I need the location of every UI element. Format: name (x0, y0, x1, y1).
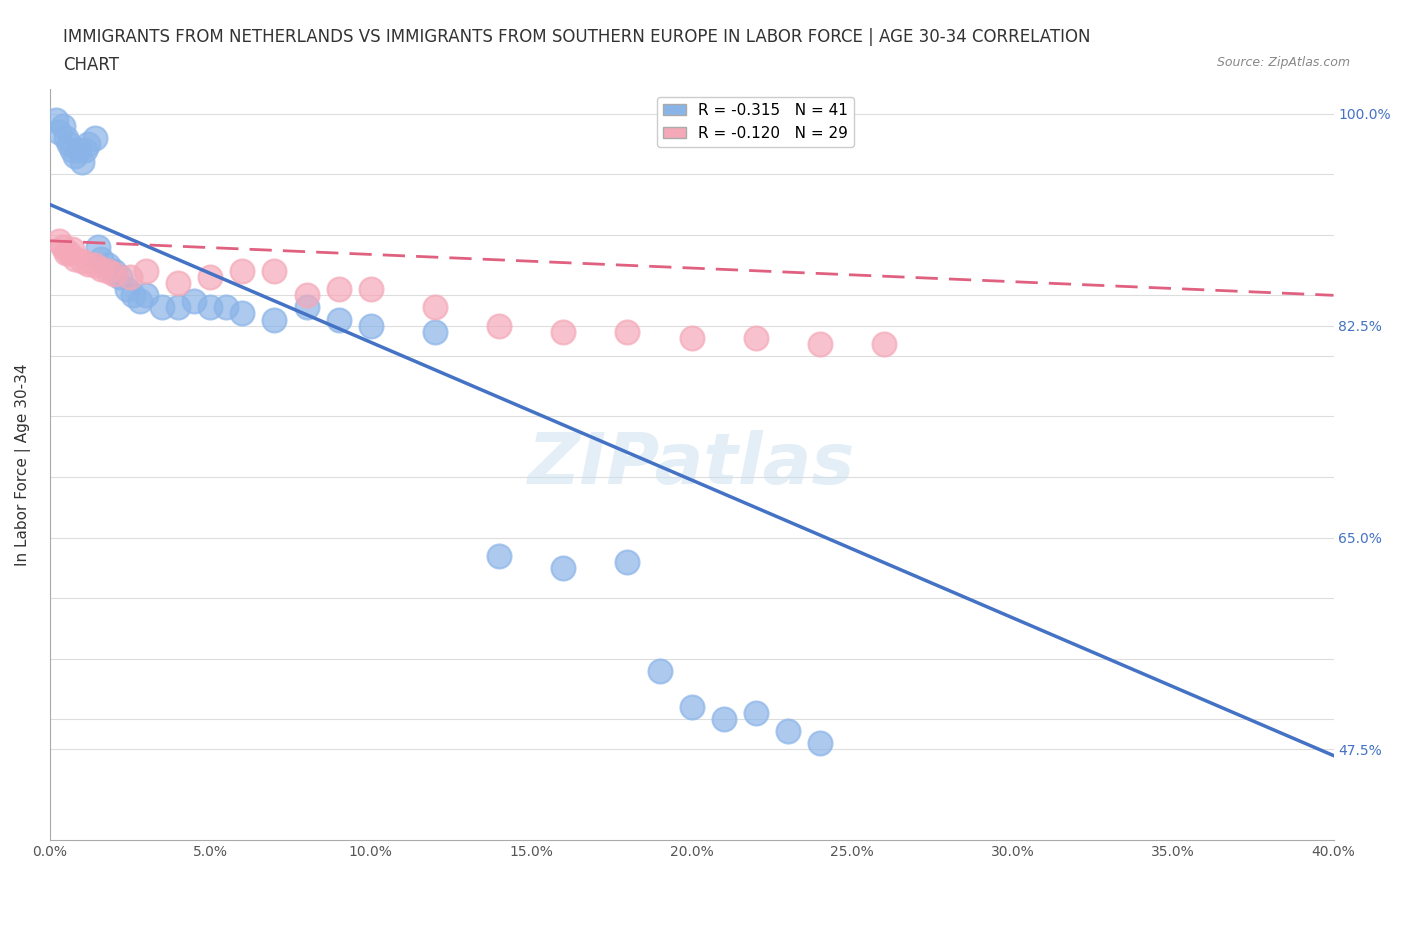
Immigrants from Southern Europe (52, 239, 75, 254)
Immigrants from Southern Europe (48, 233, 70, 248)
Immigrants from Netherlands (83, 130, 105, 145)
Immigrants from Southern Europe (55, 246, 77, 260)
Text: CHART: CHART (63, 56, 120, 73)
Immigrants from Southern Europe (135, 263, 157, 278)
Immigrants from Southern Europe (681, 330, 703, 345)
Immigrants from Netherlands (713, 711, 735, 726)
Immigrants from Southern Europe (70, 254, 93, 269)
Immigrants from Netherlands (808, 736, 831, 751)
Immigrants from Netherlands (90, 251, 112, 266)
Immigrants from Southern Europe (167, 276, 190, 291)
Immigrants from Netherlands (70, 154, 93, 169)
Immigrants from Netherlands (48, 125, 70, 140)
Text: ZIPatlas: ZIPatlas (527, 431, 855, 499)
Immigrants from Netherlands (681, 699, 703, 714)
Immigrants from Southern Europe (360, 282, 382, 297)
Immigrants from Southern Europe (65, 251, 87, 266)
Immigrants from Netherlands (360, 318, 382, 333)
Y-axis label: In Labor Force | Age 30-34: In Labor Force | Age 30-34 (15, 364, 31, 566)
Immigrants from Southern Europe (200, 270, 222, 285)
Immigrants from Netherlands (122, 288, 145, 303)
Immigrants from Netherlands (55, 130, 77, 145)
Immigrants from Netherlands (73, 142, 96, 157)
Immigrants from Southern Europe (96, 263, 118, 278)
Immigrants from Southern Europe (103, 266, 125, 281)
Immigrants from Southern Europe (423, 300, 446, 315)
Immigrants from Netherlands (200, 300, 222, 315)
Immigrants from Netherlands (423, 325, 446, 339)
Immigrants from Southern Europe (808, 337, 831, 352)
Immigrants from Southern Europe (873, 337, 896, 352)
Immigrants from Netherlands (263, 312, 285, 327)
Immigrants from Netherlands (60, 142, 83, 157)
Immigrants from Netherlands (96, 258, 118, 272)
Immigrants from Netherlands (45, 113, 67, 127)
Immigrants from Netherlands (648, 663, 671, 678)
Immigrants from Southern Europe (328, 282, 350, 297)
Immigrants from Netherlands (616, 554, 638, 569)
Immigrants from Netherlands (231, 306, 253, 321)
Immigrants from Netherlands (77, 137, 100, 152)
Immigrants from Netherlands (115, 282, 138, 297)
Immigrants from Southern Europe (83, 258, 105, 272)
Immigrants from Netherlands (488, 549, 510, 564)
Immigrants from Southern Europe (745, 330, 768, 345)
Text: Source: ZipAtlas.com: Source: ZipAtlas.com (1216, 56, 1350, 69)
Immigrants from Netherlands (167, 300, 190, 315)
Immigrants from Netherlands (150, 300, 173, 315)
Immigrants from Southern Europe (231, 263, 253, 278)
Immigrants from Southern Europe (263, 263, 285, 278)
Immigrants from Netherlands (128, 294, 150, 309)
Text: IMMIGRANTS FROM NETHERLANDS VS IMMIGRANTS FROM SOUTHERN EUROPE IN LABOR FORCE | : IMMIGRANTS FROM NETHERLANDS VS IMMIGRANT… (63, 28, 1091, 46)
Immigrants from Southern Europe (118, 270, 141, 285)
Immigrants from Southern Europe (77, 257, 100, 272)
Immigrants from Netherlands (553, 561, 575, 576)
Immigrants from Netherlands (58, 137, 80, 152)
Immigrants from Netherlands (65, 149, 87, 164)
Immigrants from Southern Europe (616, 325, 638, 339)
Legend: R = -0.315   N = 41, R = -0.120   N = 29: R = -0.315 N = 41, R = -0.120 N = 29 (657, 97, 855, 147)
Immigrants from Netherlands (328, 312, 350, 327)
Immigrants from Netherlands (215, 300, 238, 315)
Immigrants from Southern Europe (295, 288, 318, 303)
Immigrants from Netherlands (295, 300, 318, 315)
Immigrants from Netherlands (776, 724, 799, 738)
Immigrants from Netherlands (110, 270, 132, 285)
Immigrants from Netherlands (67, 142, 90, 157)
Immigrants from Netherlands (745, 706, 768, 721)
Immigrants from Netherlands (183, 294, 205, 309)
Immigrants from Southern Europe (553, 325, 575, 339)
Immigrants from Netherlands (103, 263, 125, 278)
Immigrants from Southern Europe (90, 261, 112, 276)
Immigrants from Southern Europe (58, 246, 80, 260)
Immigrants from Netherlands (135, 288, 157, 303)
Immigrants from Netherlands (87, 239, 110, 254)
Immigrants from Southern Europe (60, 242, 83, 257)
Immigrants from Netherlands (52, 118, 75, 133)
Immigrants from Southern Europe (488, 318, 510, 333)
